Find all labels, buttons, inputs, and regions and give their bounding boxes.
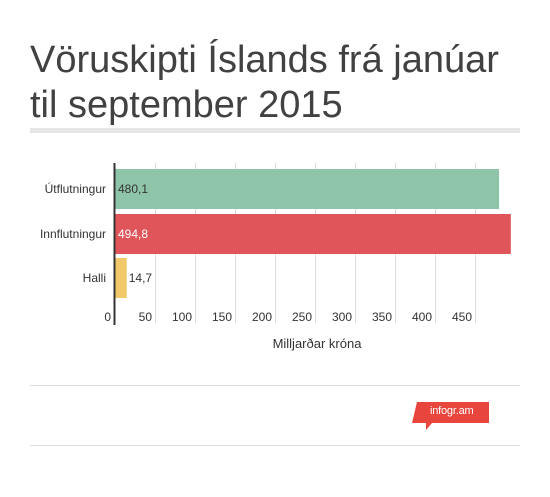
bar [115,214,511,254]
data-label: 14,7 [129,271,153,285]
x-tick-label: 150 [212,310,232,324]
x-tick-label: 50 [139,310,153,324]
x-tick-label: 0 [104,310,111,324]
title-underline [30,128,520,133]
chart-title: Vöruskipti Íslands frá janúar til septem… [30,39,499,126]
x-tick-label: 300 [332,310,352,324]
data-label: 494,8 [118,227,148,241]
footer-divider-top [30,385,520,386]
category-label: Innflutningur [40,227,106,241]
bar [115,258,127,298]
category-label: Útflutningur [45,181,106,196]
data-label: 480,1 [118,182,148,196]
x-tick-label: 400 [412,310,432,324]
bar [115,169,500,209]
bar-chart: Útflutningur 480,1 Innflutningur 494,8 Halli… [40,163,511,351]
footer-divider-bottom [30,445,520,446]
x-tick-label: 100 [172,310,192,324]
x-axis-title: Milljarðar króna [273,336,363,351]
infogram-badge[interactable]: infogr.am [412,402,489,430]
x-tick-label: 350 [372,310,392,324]
badge-label: infogr.am [430,405,474,417]
x-tick-label: 250 [292,310,312,324]
x-tick-label: 450 [452,310,472,324]
x-tick-label: 200 [252,310,272,324]
category-label: Halli [83,271,106,285]
badge-flag-icon [412,402,489,430]
